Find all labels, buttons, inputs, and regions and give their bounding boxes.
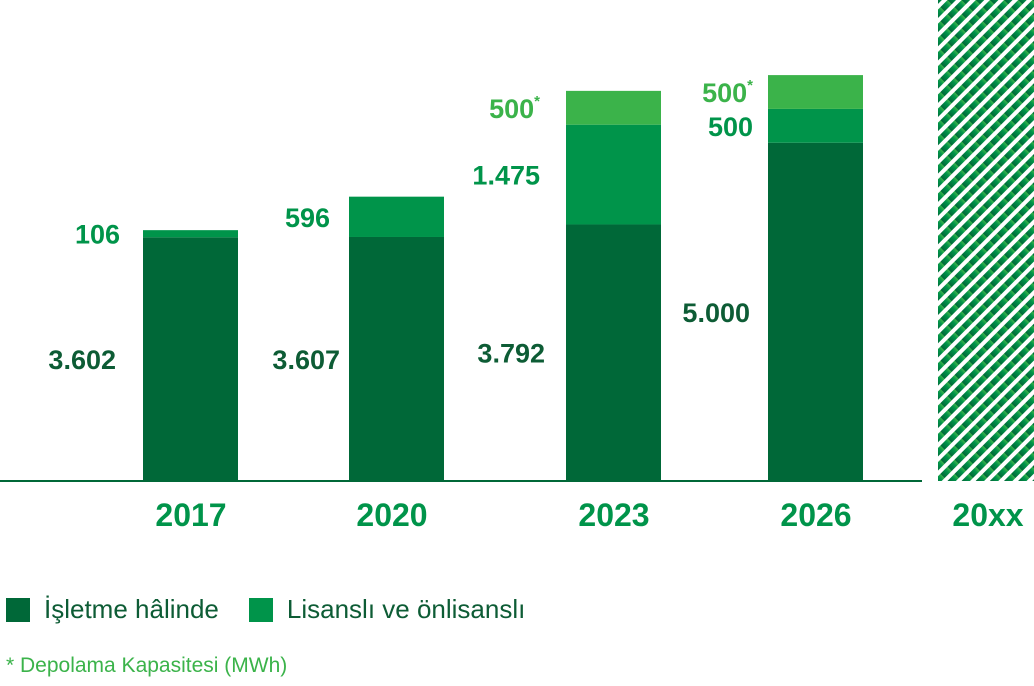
hatched-future-bar	[938, 0, 1034, 481]
x-tick-label-2023: 2023	[578, 497, 649, 533]
legend: İşletme hâlinde Lisanslı ve önlisanslı	[6, 594, 555, 625]
bar-2017-segment-2	[143, 230, 238, 238]
value-label-2026-segment-3: 500*	[702, 77, 753, 108]
bar-2020-segment-2	[349, 196, 444, 237]
bar-2026-segment-1	[768, 142, 863, 481]
x-tick-label-20xx: 20xx	[952, 497, 1023, 533]
x-tick-label-2017: 2017	[155, 497, 226, 533]
value-label-2023-segment-2: 1.475	[472, 161, 540, 191]
footnote-marker: *	[747, 77, 753, 94]
x-tick-label-2020: 2020	[356, 497, 427, 533]
value-label-2026-segment-1: 5.000	[682, 298, 750, 328]
bars	[143, 75, 863, 482]
bar-2020-segment-1	[349, 236, 444, 481]
legend-swatch-licensed	[248, 597, 273, 622]
value-label-2020-segment-1: 3.607	[272, 345, 340, 375]
legend-item-operating: İşletme hâlinde	[6, 594, 219, 625]
footnote-marker: *	[534, 93, 540, 110]
bar-2026-segment-3	[768, 75, 863, 109]
legend-label-licensed: Lisanslı ve önlisanslı	[286, 594, 526, 624]
legend-swatch-operating	[6, 597, 30, 622]
legend-label-operating: İşletme hâlinde	[44, 594, 219, 624]
bar-2017-segment-1	[143, 237, 238, 481]
bar-2023-segment-1	[566, 224, 661, 482]
bar-2023-segment-3	[566, 90, 661, 125]
value-label-2020-segment-2: 596	[285, 203, 330, 233]
value-label-2023-segment-3: 500*	[489, 93, 540, 124]
bar-2023-segment-2	[566, 124, 661, 225]
legend-item-licensed: Lisanslı ve önlisanslı	[248, 594, 526, 625]
value-label-2017-segment-2: 106	[75, 220, 120, 250]
x-tick-label-2026: 2026	[780, 497, 851, 533]
bar-2026-segment-2	[768, 108, 863, 143]
value-label-2026-segment-2: 500	[708, 112, 753, 142]
value-label-2023-segment-1: 3.792	[477, 339, 545, 369]
value-labels: 3.602 106 3.607 596 3.792 1.475 500* 5.000 500 50…	[48, 77, 753, 375]
value-label-2017-segment-1: 3.602	[48, 345, 116, 375]
footnote: * Depolama Kapasitesi (MWh)	[6, 654, 288, 677]
bar-20xx-hatched	[938, 0, 1034, 481]
x-axis-tick-labels: 2017 2020 2023 2026 20xx	[155, 497, 1023, 533]
